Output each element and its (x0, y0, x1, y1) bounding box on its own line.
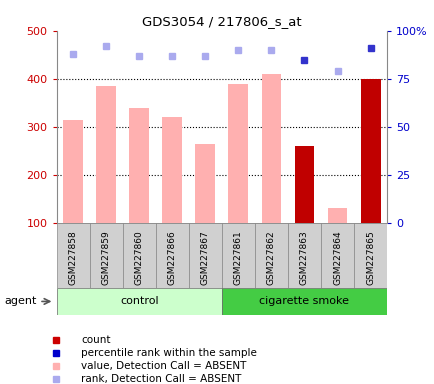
Bar (294, 146, 314, 223)
Text: rank, Detection Call = ABSENT: rank, Detection Call = ABSENT (81, 374, 241, 384)
Text: agent: agent (4, 296, 36, 306)
Text: GSM227861: GSM227861 (233, 230, 242, 285)
Bar (56, 223, 89, 288)
Bar (56, 288, 221, 315)
Bar (360, 79, 380, 223)
Text: GSM227858: GSM227858 (69, 230, 77, 285)
Bar (96, 86, 116, 223)
Text: GSM227864: GSM227864 (332, 230, 341, 285)
Bar (162, 117, 182, 223)
Text: GSM227862: GSM227862 (266, 230, 275, 285)
Bar (254, 223, 287, 288)
Bar (188, 223, 221, 288)
Bar (195, 144, 215, 223)
Text: GSM227863: GSM227863 (299, 230, 308, 285)
Bar (221, 223, 254, 288)
Bar (122, 223, 155, 288)
Text: count: count (81, 335, 110, 345)
Bar (353, 223, 386, 288)
Title: GDS3054 / 217806_s_at: GDS3054 / 217806_s_at (142, 15, 301, 28)
Text: GSM227865: GSM227865 (365, 230, 374, 285)
Text: value, Detection Call = ABSENT: value, Detection Call = ABSENT (81, 361, 246, 371)
Text: control: control (120, 296, 158, 306)
Bar (287, 223, 320, 288)
Bar (320, 223, 353, 288)
Bar (63, 119, 83, 223)
Bar (89, 223, 122, 288)
Text: GSM227859: GSM227859 (102, 230, 110, 285)
Text: percentile rank within the sample: percentile rank within the sample (81, 348, 256, 358)
Bar (228, 84, 248, 223)
Bar (129, 108, 149, 223)
Bar (327, 208, 347, 223)
Bar (261, 74, 281, 223)
Bar (221, 288, 386, 315)
Text: cigarette smoke: cigarette smoke (259, 296, 349, 306)
Text: GSM227866: GSM227866 (168, 230, 176, 285)
Text: GSM227867: GSM227867 (201, 230, 209, 285)
Text: GSM227860: GSM227860 (135, 230, 143, 285)
Bar (155, 223, 188, 288)
